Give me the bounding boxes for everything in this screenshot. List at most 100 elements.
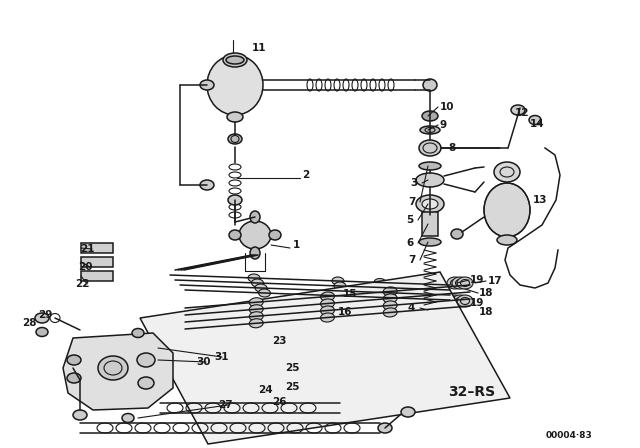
FancyBboxPatch shape bbox=[81, 243, 113, 253]
Ellipse shape bbox=[422, 111, 438, 121]
Text: 27: 27 bbox=[218, 400, 232, 410]
Ellipse shape bbox=[321, 299, 335, 308]
Ellipse shape bbox=[419, 238, 441, 246]
Text: 20: 20 bbox=[78, 262, 93, 272]
Ellipse shape bbox=[423, 79, 437, 91]
Ellipse shape bbox=[259, 289, 271, 297]
Text: 17: 17 bbox=[488, 276, 502, 286]
Ellipse shape bbox=[250, 211, 260, 223]
Ellipse shape bbox=[416, 173, 444, 187]
Ellipse shape bbox=[338, 292, 350, 300]
Text: 15: 15 bbox=[343, 289, 358, 299]
Text: 13: 13 bbox=[533, 195, 547, 205]
Ellipse shape bbox=[497, 235, 517, 245]
Text: 7: 7 bbox=[408, 197, 415, 207]
Text: 26: 26 bbox=[272, 397, 287, 407]
Ellipse shape bbox=[447, 277, 463, 289]
Ellipse shape bbox=[419, 140, 441, 156]
Ellipse shape bbox=[249, 298, 263, 307]
Text: 18: 18 bbox=[479, 307, 493, 317]
Ellipse shape bbox=[73, 410, 87, 420]
Ellipse shape bbox=[250, 247, 260, 259]
Ellipse shape bbox=[452, 295, 468, 307]
Ellipse shape bbox=[229, 230, 241, 240]
Text: 24: 24 bbox=[258, 385, 273, 395]
Ellipse shape bbox=[226, 56, 244, 64]
Ellipse shape bbox=[375, 284, 387, 292]
Ellipse shape bbox=[420, 126, 440, 134]
Ellipse shape bbox=[239, 221, 271, 249]
Text: 30: 30 bbox=[196, 357, 211, 367]
Text: 6: 6 bbox=[406, 238, 413, 248]
Text: 4: 4 bbox=[408, 303, 415, 313]
Text: 5: 5 bbox=[406, 215, 413, 225]
Ellipse shape bbox=[383, 294, 397, 303]
Ellipse shape bbox=[200, 80, 214, 90]
Ellipse shape bbox=[484, 183, 530, 237]
Text: 23: 23 bbox=[272, 336, 287, 346]
Ellipse shape bbox=[321, 292, 335, 301]
Ellipse shape bbox=[383, 308, 397, 317]
Ellipse shape bbox=[227, 112, 243, 122]
Text: 11: 11 bbox=[252, 43, 266, 53]
Polygon shape bbox=[140, 272, 510, 444]
Text: 12: 12 bbox=[515, 108, 529, 118]
Ellipse shape bbox=[269, 230, 281, 240]
Text: 8: 8 bbox=[448, 143, 455, 153]
Ellipse shape bbox=[447, 295, 463, 307]
Ellipse shape bbox=[98, 356, 128, 380]
Ellipse shape bbox=[249, 312, 263, 321]
Text: 10: 10 bbox=[440, 102, 454, 112]
Ellipse shape bbox=[374, 279, 386, 287]
Ellipse shape bbox=[401, 407, 415, 417]
Text: 18: 18 bbox=[479, 288, 493, 298]
Text: 1: 1 bbox=[293, 240, 300, 250]
Ellipse shape bbox=[255, 284, 267, 292]
Ellipse shape bbox=[248, 274, 260, 282]
Text: 31: 31 bbox=[214, 352, 228, 362]
Ellipse shape bbox=[252, 279, 264, 287]
Ellipse shape bbox=[249, 305, 263, 314]
Text: 25: 25 bbox=[285, 363, 300, 373]
Ellipse shape bbox=[321, 313, 335, 322]
Ellipse shape bbox=[378, 293, 390, 302]
Text: 29: 29 bbox=[38, 310, 52, 320]
Ellipse shape bbox=[422, 199, 438, 209]
FancyBboxPatch shape bbox=[81, 271, 113, 281]
Ellipse shape bbox=[332, 277, 344, 285]
Text: 14: 14 bbox=[530, 119, 545, 129]
Ellipse shape bbox=[36, 327, 48, 336]
Ellipse shape bbox=[122, 414, 134, 422]
Ellipse shape bbox=[132, 328, 144, 337]
Ellipse shape bbox=[321, 306, 335, 315]
Ellipse shape bbox=[378, 423, 392, 433]
Ellipse shape bbox=[336, 287, 348, 295]
Ellipse shape bbox=[200, 180, 214, 190]
Polygon shape bbox=[63, 333, 173, 410]
Ellipse shape bbox=[383, 287, 397, 296]
Ellipse shape bbox=[249, 319, 263, 328]
Text: 22: 22 bbox=[75, 279, 90, 289]
Ellipse shape bbox=[138, 377, 154, 389]
Ellipse shape bbox=[207, 55, 263, 115]
Ellipse shape bbox=[452, 277, 468, 289]
Text: 16: 16 bbox=[338, 307, 353, 317]
Ellipse shape bbox=[457, 295, 473, 307]
Ellipse shape bbox=[451, 229, 463, 239]
Ellipse shape bbox=[67, 355, 81, 365]
Ellipse shape bbox=[419, 162, 441, 170]
Text: 9: 9 bbox=[440, 120, 447, 130]
Text: 21: 21 bbox=[80, 244, 95, 254]
Ellipse shape bbox=[223, 53, 247, 67]
Text: 19: 19 bbox=[470, 275, 484, 285]
Ellipse shape bbox=[137, 353, 155, 367]
FancyBboxPatch shape bbox=[422, 212, 438, 236]
Ellipse shape bbox=[228, 134, 242, 144]
Ellipse shape bbox=[228, 195, 242, 205]
Text: 32–RS: 32–RS bbox=[448, 385, 495, 399]
Ellipse shape bbox=[457, 277, 473, 289]
Ellipse shape bbox=[67, 373, 81, 383]
Ellipse shape bbox=[511, 105, 525, 115]
Text: 00004·83: 00004·83 bbox=[545, 431, 592, 440]
Text: 7: 7 bbox=[408, 255, 415, 265]
